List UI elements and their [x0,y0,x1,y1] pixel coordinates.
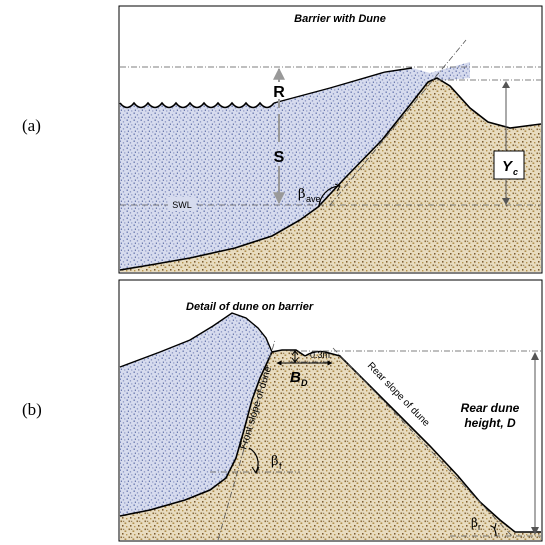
panel-b-dune-height-label-line1: Rear dune [461,401,520,415]
panel-a-yc-arrowhead-down [502,198,510,205]
panel-a: Barrier with Dune R S SWL β ave Y c [118,5,543,274]
panel-a-label: (a) [22,116,41,135]
panel-b-beta-r-arrowhead [490,522,497,529]
panel-b-water-surface [119,312,273,368]
panel-b-title: Detail of dune on barrier [186,301,314,313]
panel-a-beta-subscript: ave [306,194,321,204]
panel-b-front-profile [119,349,306,517]
panel-b: Detail of dune on barrier 0.3m B D Front… [118,279,543,542]
panel-b-dune-height-arrowhead-up [531,352,539,360]
panel-b-beta-r-label: β [471,516,478,530]
panel-a-yc-label: Y [502,158,514,175]
panel-a-runup-surface [273,67,413,104]
panel-b-beta-r-subscript: r [478,522,481,532]
panel-a-sand [120,78,541,272]
panel-a-swl-label: SWL [172,200,192,210]
panel-a-wave-surface [119,101,275,109]
panel-a-beta-label: β [298,187,306,202]
panel-b-dune-height-label-line2: height, D [464,416,516,430]
panel-b-beta-f-label: β [271,454,279,469]
panel-b-berm-label: B [290,369,301,386]
panel-b-crest-profile [304,350,326,357]
panel-b-offset-arrowhead-up [291,350,299,356]
panel-a-s-label: S [274,149,285,166]
panel-a-bed-profile [119,77,542,271]
panel-b-berm-subscript: D [301,378,308,388]
panel-a-title: Barrier with Dune [294,13,386,25]
panel-a-yc-label-box [493,150,525,180]
panel-b-rear-slope-line [332,347,513,537]
panel-b-sand [120,350,541,540]
panel-a-beta-ave-arrowhead [334,183,341,192]
panel-a-r-label: R [273,84,285,101]
panel-b-rear-profile [324,351,541,533]
panel-a-swl-label-bg [168,197,196,211]
panel-b-beta-f-arrowhead [251,466,260,474]
panel-b-beta-f-subscript: f [279,461,282,471]
panel-a-yc-arrowhead-up [502,81,510,88]
panel-a-water [120,62,470,270]
panel-a-average-slope-line [329,39,467,206]
panel-b-beta-f-arc [248,447,259,473]
panel-a-beta-ave-arc [318,185,340,208]
panel-b-dune-height-arrowhead-down [531,527,539,535]
panel-b-label: (b) [22,400,42,419]
panel-b-front-slope-line [217,339,276,541]
panel-b-water [120,313,272,516]
panel-a-yc-subscript: c [513,167,518,177]
panel-b-offset-label: 0.3m [310,350,330,360]
